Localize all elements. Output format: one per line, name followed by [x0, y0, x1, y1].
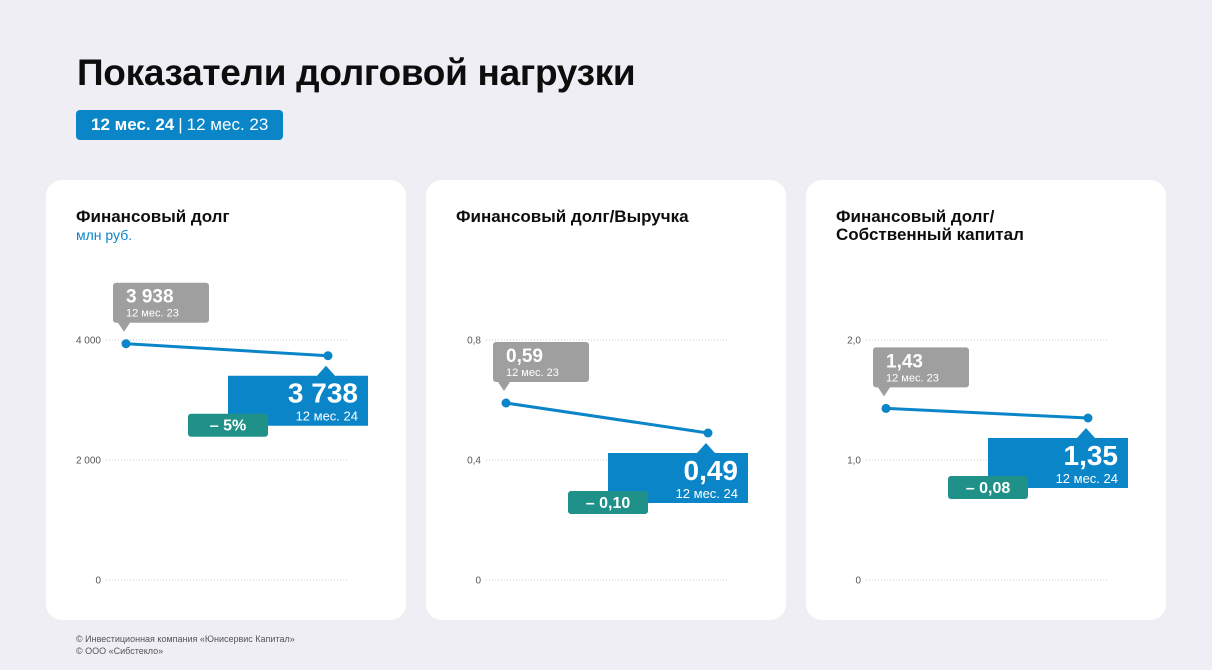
chart-title: Финансовый долг/Выручка — [456, 207, 689, 226]
footer-line: © ООО «Сибстекло» — [76, 646, 164, 656]
prev-value-callout — [113, 282, 209, 332]
prev-period-label: 12 мес. 23 — [126, 308, 179, 320]
period-current: 12 мес. 24 — [91, 115, 175, 134]
change-badge — [568, 491, 648, 514]
y-tick-label: 4 000 — [76, 336, 101, 347]
curr-value-callout — [228, 365, 368, 426]
curr-value-label: 3 738 — [288, 378, 358, 409]
period-separator: | — [178, 115, 183, 134]
curr-value-label: 0,49 — [684, 455, 739, 486]
y-tick-label: 1,0 — [847, 456, 861, 467]
prev-period-label: 12 мес. 23 — [506, 367, 559, 379]
change-badge — [188, 413, 268, 437]
series-line — [504, 401, 710, 435]
chart-card-debt-to-equity: Финансовый долг/ Собственный капитал 0 1,… — [806, 180, 1166, 620]
chart-title: Финансовый долг — [76, 207, 230, 226]
prev-value-label: 3 938 — [126, 287, 174, 308]
y-tick-label: 2,0 — [847, 336, 861, 347]
curr-period-label: 12 мес. 24 — [1056, 471, 1118, 486]
curr-value-label: 1,35 — [1064, 440, 1119, 471]
y-tick-label: 2 000 — [76, 456, 101, 467]
change-label: – 0,10 — [586, 495, 631, 512]
footer-line: © Инвестиционная компания «Юнисервис Кап… — [76, 634, 295, 644]
y-tick-label: 0 — [95, 576, 101, 587]
change-label: – 0,08 — [966, 480, 1011, 497]
change-badge — [948, 476, 1028, 499]
y-tick-label: 0,8 — [467, 336, 481, 347]
curr-period-label: 12 мес. 24 — [676, 486, 738, 501]
data-point — [1083, 413, 1093, 423]
y-tick-label: 0,4 — [467, 456, 481, 467]
chart-unit: млн руб. — [76, 227, 133, 243]
chart-card-financial-debt: Финансовый долг млн руб. 0 2 000 4 000 3 93… — [46, 180, 406, 620]
curr-value-callout — [988, 428, 1128, 488]
prev-value-callout — [493, 342, 589, 391]
curr-period-label: 12 мес. 24 — [296, 409, 358, 424]
curr-value-callout — [608, 443, 748, 503]
prev-period-label: 12 мес. 23 — [886, 372, 939, 384]
prev-value-label: 1,43 — [886, 351, 923, 372]
data-point — [323, 351, 333, 361]
page-title: Показатели долговой нагрузки — [77, 52, 636, 93]
series-line — [884, 406, 1090, 420]
y-tick-label: 0 — [855, 576, 861, 587]
period-previous: 12 мес. 23 — [186, 115, 269, 134]
series-line — [124, 342, 330, 358]
data-point — [881, 403, 891, 413]
footer-copyright: © Инвестиционная компания «Юнисервис Кап… — [76, 633, 295, 657]
change-label: – 5% — [210, 418, 246, 435]
data-point — [703, 428, 713, 438]
prev-value-label: 0,59 — [506, 346, 543, 367]
chart-title: Финансовый долг/ Собственный капитал — [836, 207, 1024, 244]
chart-card-debt-to-revenue: Финансовый долг/Выручка 0 0,4 0,8 0,59 12 ме… — [426, 180, 786, 620]
prev-value-callout — [873, 347, 969, 397]
data-point — [121, 339, 131, 349]
data-point — [501, 398, 511, 408]
period-badge[interactable]: 12 мес. 24 | 12 мес. 23 — [76, 110, 284, 140]
y-tick-label: 0 — [475, 576, 481, 587]
